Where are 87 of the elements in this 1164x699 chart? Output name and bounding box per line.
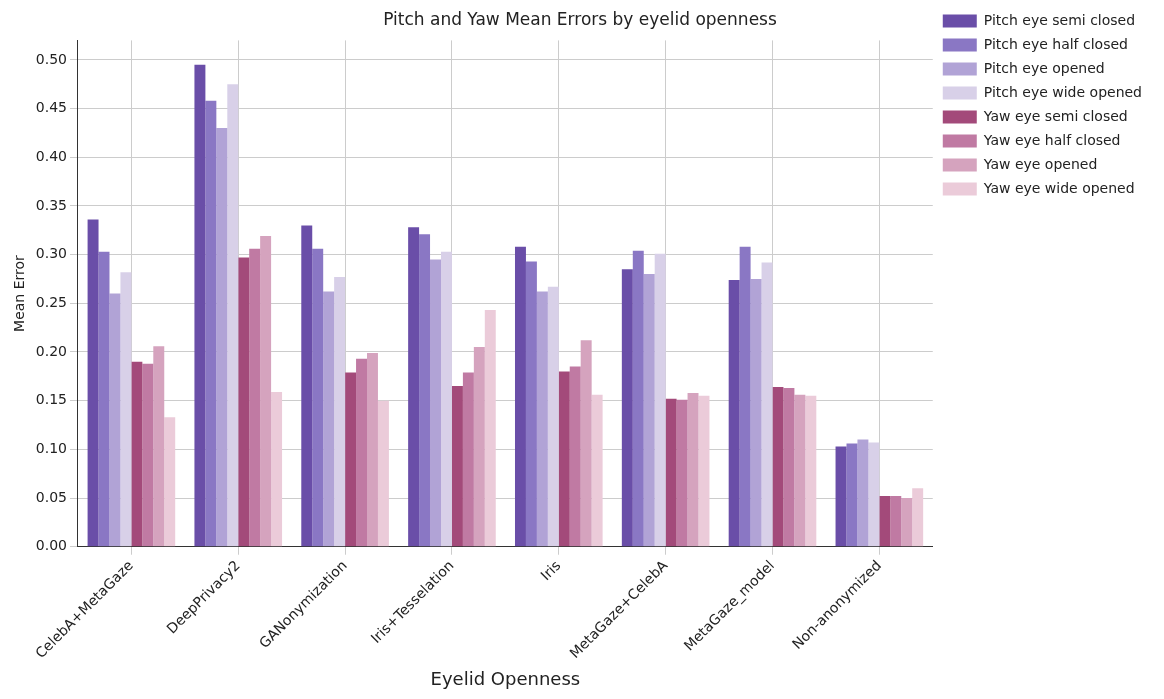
bar <box>153 346 165 547</box>
bar <box>451 386 463 547</box>
y-tick-label: 0.30 <box>35 245 67 262</box>
bar <box>473 347 485 547</box>
bar <box>912 488 924 547</box>
bar <box>890 496 902 547</box>
legend-label: Yaw eye semi closed <box>982 107 1128 124</box>
bar <box>621 269 633 547</box>
bar <box>569 366 581 547</box>
bar <box>484 310 496 547</box>
bar <box>216 128 228 547</box>
bar <box>301 225 313 547</box>
bar <box>536 291 548 547</box>
y-tick-label: 0.35 <box>35 196 67 213</box>
bar <box>164 417 176 547</box>
y-tick-label: 0.15 <box>35 391 67 408</box>
bar <box>441 251 452 547</box>
bar <box>120 272 132 547</box>
bar <box>87 219 99 547</box>
bar <box>750 278 762 547</box>
bar <box>901 498 913 547</box>
chart-title: Pitch and Yaw Mean Errors by eyelid openness <box>383 8 777 29</box>
x-axis-title: Eyelid Openness <box>430 667 581 689</box>
y-tick-label: 0.05 <box>35 488 67 505</box>
bar <box>591 394 603 547</box>
bar <box>356 358 367 547</box>
bar <box>227 84 239 547</box>
bar <box>739 246 751 547</box>
legend-label: Yaw eye half closed <box>982 131 1121 148</box>
legend-label: Yaw eye wide opened <box>982 179 1135 196</box>
bar <box>857 439 869 547</box>
bar <box>131 361 143 547</box>
bar <box>654 253 666 547</box>
bar <box>238 257 250 547</box>
legend-label: Pitch eye semi closed <box>983 11 1136 28</box>
bar <box>514 246 526 547</box>
bar <box>194 64 206 547</box>
bar <box>419 234 431 547</box>
bar <box>783 388 795 547</box>
y-tick-label: 0.40 <box>35 147 67 164</box>
bar <box>665 398 677 547</box>
bar <box>547 286 559 547</box>
bar <box>109 293 121 547</box>
bar <box>142 363 154 547</box>
bar <box>525 261 537 547</box>
bar <box>835 446 847 547</box>
x-tick-label: Iris <box>537 557 564 584</box>
y-tick-label: 0.00 <box>35 537 67 554</box>
bar <box>271 391 283 547</box>
bar <box>698 395 710 547</box>
bar <box>377 400 389 547</box>
bar <box>868 442 880 547</box>
legend-label: Pitch eye half closed <box>983 35 1128 52</box>
bar <box>323 291 335 547</box>
bar <box>98 251 110 547</box>
bar <box>249 248 261 547</box>
bar <box>205 100 217 547</box>
bar <box>676 399 688 547</box>
bar <box>761 262 773 547</box>
bar <box>643 274 655 547</box>
y-tick-label: 0.10 <box>35 439 67 456</box>
legend-label: Pitch eye wide opened <box>983 83 1143 100</box>
bar <box>260 236 272 547</box>
bar <box>794 394 806 547</box>
y-tick-label: 0.45 <box>35 99 67 116</box>
bar <box>408 227 420 547</box>
bar <box>462 372 474 547</box>
bar <box>334 277 346 547</box>
bar <box>879 496 891 547</box>
bar <box>430 259 441 547</box>
bar <box>687 392 699 547</box>
y-axis-title: Mean Error <box>11 254 28 332</box>
bar <box>367 352 378 547</box>
y-tick-label: 0.20 <box>35 342 67 359</box>
y-tick-label: 0.50 <box>35 50 67 67</box>
bar <box>772 387 784 547</box>
legend-label: Yaw eye opened <box>982 155 1098 172</box>
bar <box>558 371 570 547</box>
bar <box>312 248 324 547</box>
bar <box>805 395 817 547</box>
bar <box>728 279 740 547</box>
bar <box>632 250 644 547</box>
y-tick-label: 0.25 <box>35 293 67 310</box>
bar <box>846 443 858 547</box>
bar <box>345 372 357 547</box>
bar <box>580 340 592 547</box>
legend-label: Pitch eye opened <box>983 59 1105 76</box>
